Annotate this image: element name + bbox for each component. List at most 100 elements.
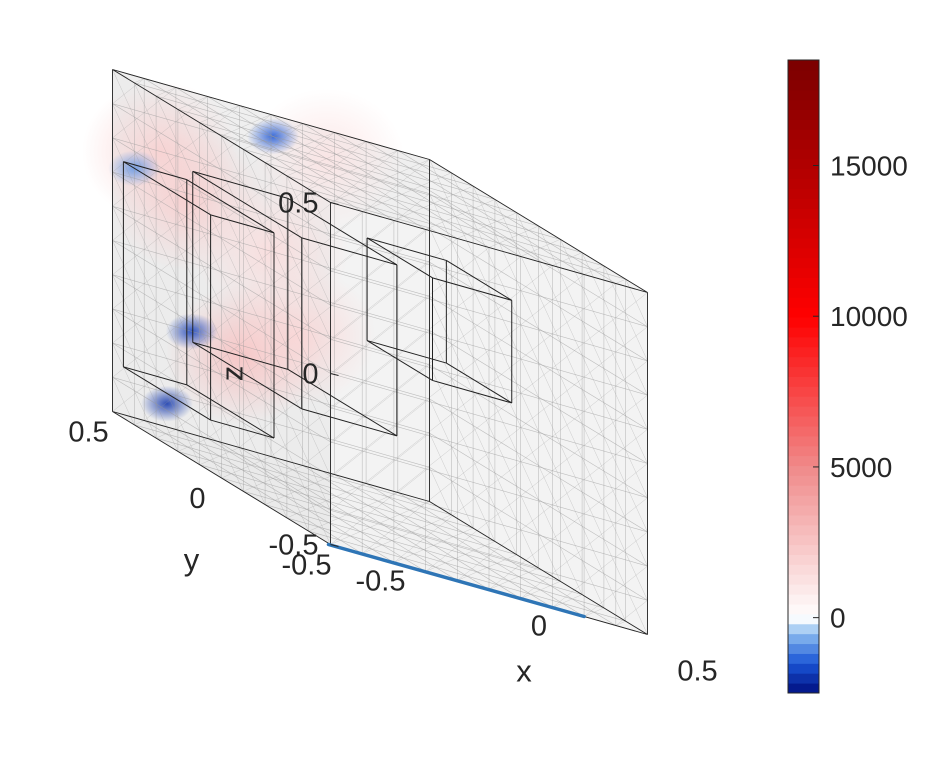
mesh-y-max bbox=[112, 141, 367, 344]
mesh-y-max bbox=[270, 330, 430, 457]
colorbar-segment bbox=[788, 79, 819, 91]
mesh-y-max bbox=[112, 96, 208, 173]
colorbar-segment bbox=[788, 168, 819, 180]
mesh-z-max bbox=[365, 141, 585, 275]
mesh-z-min bbox=[308, 492, 398, 532]
inner-box-small bbox=[446, 260, 513, 301]
colorbar-segment bbox=[788, 277, 819, 288]
colorbar-segment bbox=[788, 683, 819, 694]
mesh-z-max bbox=[397, 150, 616, 284]
mesh-z-min bbox=[134, 424, 452, 516]
mesh-z-max bbox=[302, 123, 521, 257]
colorbar-segment bbox=[788, 485, 819, 496]
mesh-y-max bbox=[397, 467, 430, 493]
colorbar-segment bbox=[788, 178, 819, 190]
colorbar-segment bbox=[788, 267, 819, 279]
mesh-z-max bbox=[199, 105, 240, 123]
mesh-z-max bbox=[393, 185, 474, 221]
mesh-y-min bbox=[330, 270, 648, 362]
inner-box-small bbox=[432, 379, 512, 404]
z-tick-label: 0.5 bbox=[278, 188, 318, 220]
z-tick bbox=[330, 202, 339, 205]
mesh-z-max bbox=[221, 135, 539, 227]
mesh-x-min bbox=[112, 69, 331, 545]
colorbar-tick-label: 15000 bbox=[830, 151, 908, 182]
colorbar-segment bbox=[788, 297, 819, 308]
colorbar-segment bbox=[788, 317, 819, 328]
colorbar-segment bbox=[788, 514, 819, 526]
mesh-x-min bbox=[177, 109, 331, 443]
mesh-x-min bbox=[286, 175, 331, 272]
cube-edges bbox=[112, 69, 648, 635]
mesh-x-max bbox=[429, 193, 648, 327]
inner-box-mid bbox=[192, 170, 303, 239]
colorbar-segment bbox=[788, 327, 819, 338]
mesh-y-min bbox=[330, 373, 648, 464]
axis-ticks: -0.5 0 0.5 -0.5 0 0.5 -0.5 0 0.5 bbox=[68, 188, 717, 688]
colorbar-segment bbox=[788, 505, 819, 516]
mesh-x-max bbox=[472, 185, 648, 567]
inner-box-tall bbox=[210, 214, 275, 234]
colorbar-segment bbox=[788, 455, 819, 467]
mesh-x-min bbox=[221, 135, 331, 374]
mesh-y-min bbox=[330, 220, 395, 272]
mesh-y-min bbox=[362, 326, 648, 554]
mesh-z-min bbox=[584, 607, 604, 617]
mesh-x-min bbox=[155, 95, 331, 477]
mesh-y-max bbox=[112, 240, 430, 331]
colorbar-segment bbox=[788, 149, 819, 160]
mesh-y-max bbox=[112, 78, 145, 104]
mesh-y-min bbox=[583, 565, 648, 617]
inner-box-small bbox=[366, 340, 447, 364]
x-tick-label: -0.5 bbox=[356, 566, 406, 598]
inner-box-mid bbox=[192, 341, 303, 410]
inner-box-tall bbox=[186, 384, 275, 439]
colorbar-segment bbox=[788, 603, 819, 615]
z-tick bbox=[330, 544, 339, 547]
mesh-x-max bbox=[429, 330, 648, 464]
mesh-z-max bbox=[615, 278, 626, 284]
colorbar-segment bbox=[788, 475, 819, 486]
inner-box-small bbox=[432, 277, 512, 301]
mesh-z-min bbox=[265, 474, 335, 505]
axis-labels: z y x bbox=[184, 366, 533, 689]
mesh-y-min bbox=[330, 229, 426, 306]
cube-edge bbox=[429, 159, 648, 293]
mesh-x-min bbox=[199, 122, 331, 408]
mesh-z-max bbox=[308, 150, 398, 190]
mesh-z-min bbox=[330, 501, 430, 545]
mesh-z-max bbox=[488, 225, 539, 248]
colorbar-segment bbox=[788, 574, 819, 585]
cube-edge bbox=[112, 69, 430, 160]
mesh-z-min bbox=[199, 464, 517, 555]
colorbar: 0 5000 10000 15000 bbox=[787, 59, 908, 694]
colorbar-segment bbox=[788, 633, 819, 645]
mesh-x-max bbox=[429, 296, 648, 430]
mesh-x-min bbox=[112, 206, 331, 340]
mesh-y-max bbox=[334, 398, 430, 475]
mesh-x-max bbox=[516, 212, 648, 498]
mesh-z-max bbox=[334, 132, 553, 266]
mesh-z-max bbox=[199, 122, 517, 213]
mesh-y-min bbox=[615, 600, 648, 626]
colorbar-segment bbox=[788, 228, 819, 239]
edge-highlight bbox=[326, 542, 586, 619]
colorbar-segment bbox=[788, 89, 819, 101]
inner-box-small bbox=[366, 237, 433, 279]
colorbar-frame bbox=[787, 59, 820, 694]
inner-box-mid bbox=[301, 408, 397, 437]
inner-boxes bbox=[122, 161, 513, 439]
colorbar-segment bbox=[788, 336, 819, 348]
mesh-x-max bbox=[560, 239, 648, 430]
mesh-z-max bbox=[156, 87, 176, 97]
mesh-x-min bbox=[134, 82, 331, 511]
mesh-z-max bbox=[221, 114, 272, 137]
mesh-z-min bbox=[221, 477, 539, 569]
mesh-z-max bbox=[552, 252, 583, 266]
mesh-x-max bbox=[429, 193, 626, 622]
inner-box-mid bbox=[287, 368, 398, 437]
mesh-y-min bbox=[330, 238, 458, 340]
mesh-z-min bbox=[156, 429, 176, 439]
mesh-x-min bbox=[112, 171, 266, 505]
mesh-z-max bbox=[584, 265, 604, 275]
